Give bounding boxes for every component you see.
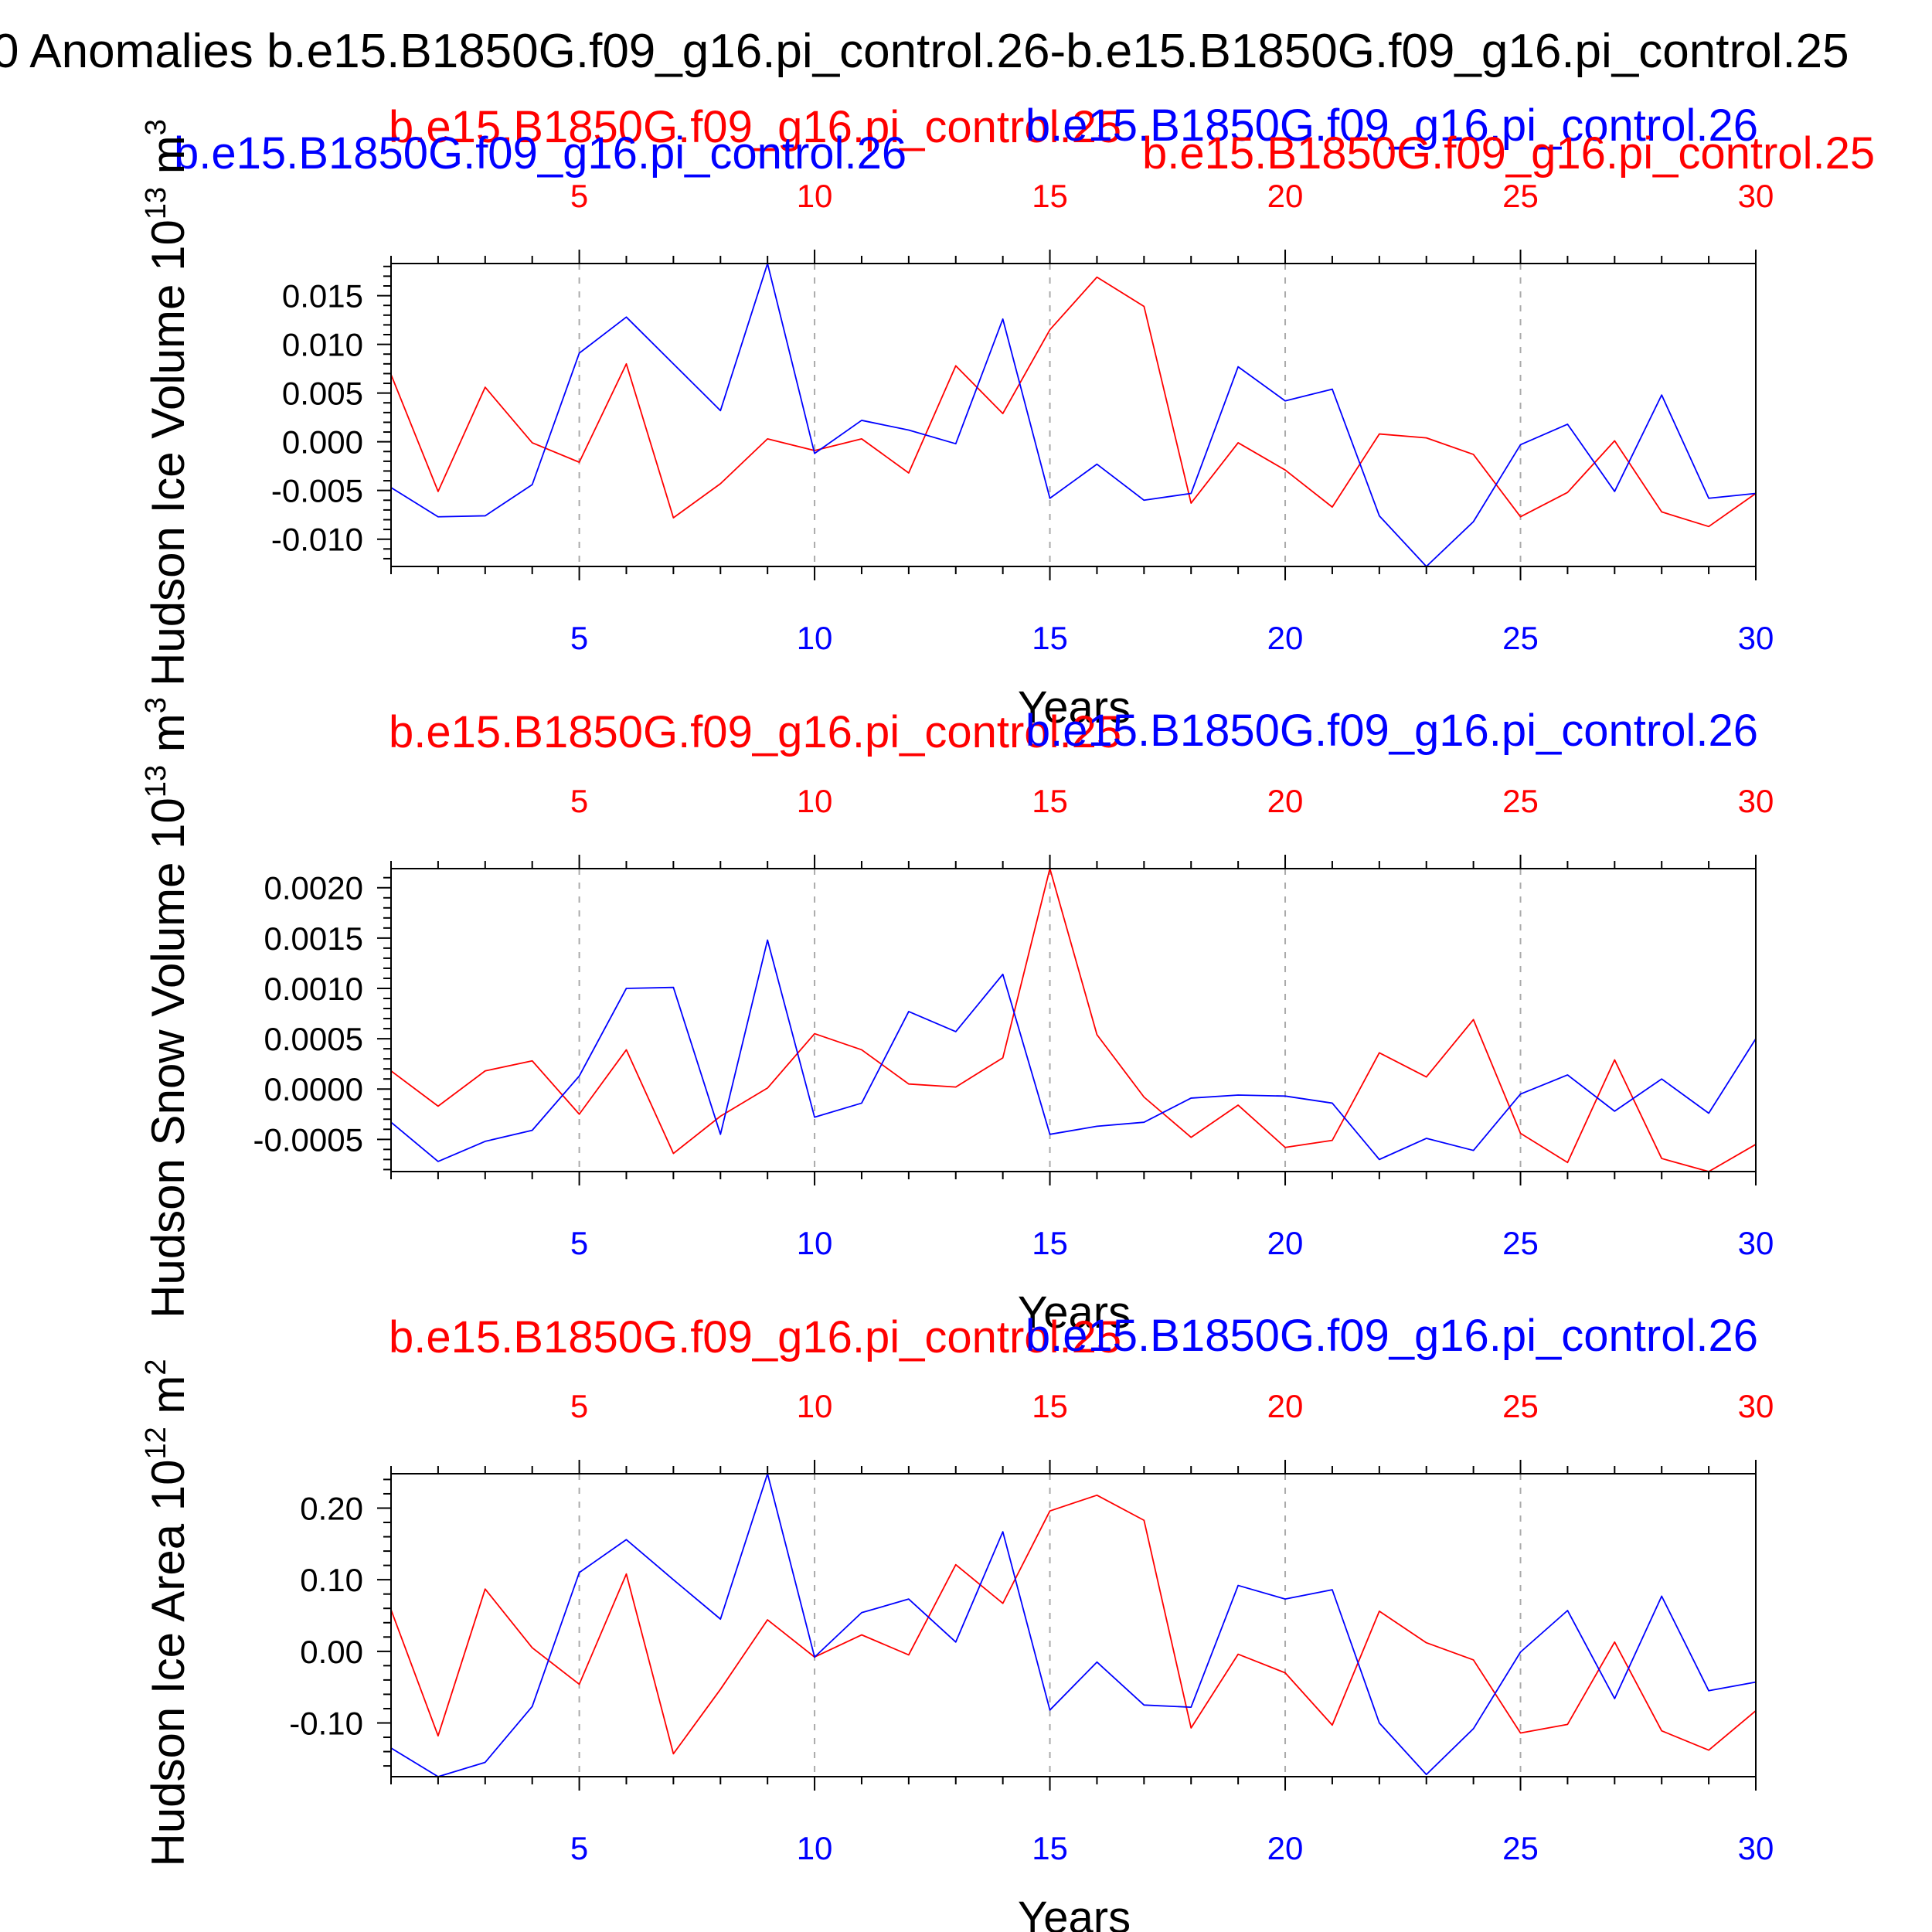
series-title-25: b.e15.B1850G.f09_g16.pi_control.25 bbox=[389, 707, 1121, 757]
y-axis-title: Hudson Snow Volume 1013 m3 bbox=[140, 697, 194, 1318]
y-tick-label: -0.10 bbox=[289, 1705, 363, 1741]
series-line bbox=[390, 868, 1757, 1172]
x-axis-title: Years bbox=[1018, 1893, 1131, 1932]
y-tick-label: 0.20 bbox=[300, 1490, 363, 1526]
y-tick-label: -0.005 bbox=[271, 473, 363, 509]
x-tick-label-bottom: 5 bbox=[570, 620, 588, 656]
x-tick-label-top: 25 bbox=[1502, 1388, 1539, 1424]
series-title-25: b.e15.B1850G.f09_g16.pi_control.25 bbox=[389, 102, 1121, 152]
series-line bbox=[390, 276, 1757, 528]
y-tick-label: 0.0000 bbox=[264, 1071, 363, 1107]
panel-middle: -0.0005 0.0000 0.0005 0.0010 0.0015 0.0020 5 5 1… bbox=[140, 697, 1774, 1338]
x-tick-label-top: 15 bbox=[1032, 1388, 1068, 1424]
x-tick-label-top: 15 bbox=[1032, 178, 1068, 214]
x-tick-label-top: 5 bbox=[570, 783, 588, 819]
x-tick-label-bottom: 10 bbox=[797, 1225, 833, 1261]
x-tick-label-top: 20 bbox=[1267, 783, 1304, 819]
panel-bottom: -0.10 0.00 0.10 0.20 5 5 10 10 15 15 20 20 25 25 30 30 Y… bbox=[140, 1311, 1774, 1932]
x-tick-label-bottom: 10 bbox=[797, 1830, 833, 1866]
x-tick-label-top: 20 bbox=[1267, 178, 1304, 214]
y-tick-label: 0.10 bbox=[300, 1562, 363, 1598]
y-tick-label: 0.005 bbox=[282, 376, 363, 412]
x-tick-label-top: 20 bbox=[1267, 1388, 1304, 1424]
x-tick-label-top: 10 bbox=[797, 783, 833, 819]
x-tick-label-bottom: 30 bbox=[1738, 620, 1774, 656]
y-tick-label: 0.010 bbox=[282, 327, 363, 363]
y-axis-title: Hudson Ice Area 1012 m2 bbox=[140, 1359, 194, 1866]
x-tick-label-bottom: 15 bbox=[1032, 1225, 1068, 1261]
x-tick-label-bottom: 15 bbox=[1032, 1830, 1068, 1866]
x-axis-title: Years bbox=[1018, 1287, 1131, 1338]
x-tick-label-top: 30 bbox=[1738, 1388, 1774, 1424]
series-title-26: b.e15.B1850G.f09_g16.pi_control.26 bbox=[1026, 1311, 1758, 1361]
series-title-26: b.e15.B1850G.f09_g16.pi_control.26 bbox=[1026, 100, 1758, 151]
x-axis-title: Years bbox=[1018, 682, 1131, 733]
x-tick-label-bottom: 25 bbox=[1502, 620, 1539, 656]
x-tick-label-top: 10 bbox=[797, 178, 833, 214]
y-tick-label: 0.015 bbox=[282, 278, 363, 315]
x-tick-label-bottom: 20 bbox=[1267, 1225, 1304, 1261]
x-tick-label-top: 5 bbox=[570, 1388, 588, 1424]
x-tick-label-top: 25 bbox=[1502, 178, 1539, 214]
x-tick-label-top: 30 bbox=[1738, 178, 1774, 214]
panels-group: -0.010-0.0050.0000.0050.0100.01555101015… bbox=[140, 100, 1875, 1932]
x-tick-label-top: 5 bbox=[570, 178, 588, 214]
y-tick-label: -0.0005 bbox=[253, 1121, 363, 1158]
y-tick-label: 0.0005 bbox=[264, 1021, 363, 1057]
x-tick-label-bottom: 5 bbox=[570, 1225, 588, 1261]
x-tick-label-bottom: 15 bbox=[1032, 620, 1068, 656]
series-line bbox=[390, 1473, 1757, 1777]
series-title-26-extra: b.e15.B1850G.f09_g16.pi_control.26 bbox=[174, 128, 906, 179]
series-line bbox=[390, 939, 1757, 1162]
y-tick-label: 0.00 bbox=[300, 1634, 363, 1670]
y-tick-label: 0.0010 bbox=[264, 971, 363, 1007]
panel-top: -0.010 -0.005 0.000 0.005 0.010 0.015 5 5 10 10 15… bbox=[140, 100, 1875, 733]
y-tick-label: 0.0015 bbox=[264, 920, 363, 957]
x-tick-label-bottom: 5 bbox=[570, 1830, 588, 1866]
y-tick-label: 0.000 bbox=[282, 424, 363, 461]
page-title: 0 Anomalies b.e15.B1850G.f09_g16.pi_cont… bbox=[0, 25, 1849, 78]
plot-frame bbox=[390, 868, 1757, 1172]
plot-frame bbox=[390, 1473, 1757, 1777]
series-title-25: b.e15.B1850G.f09_g16.pi_control.25 bbox=[389, 1312, 1121, 1362]
x-tick-label-bottom: 25 bbox=[1502, 1830, 1539, 1866]
series-line bbox=[390, 263, 1757, 567]
y-tick-label: 0.0020 bbox=[264, 870, 363, 906]
x-tick-label-bottom: 30 bbox=[1738, 1225, 1774, 1261]
x-tick-label-top: 25 bbox=[1502, 783, 1539, 819]
plot-frame bbox=[390, 263, 1757, 567]
x-tick-label-bottom: 10 bbox=[797, 620, 833, 656]
series-title-26: b.e15.B1850G.f09_g16.pi_control.26 bbox=[1026, 706, 1758, 756]
series-title-25-extra: b.e15.B1850G.f09_g16.pi_control.25 bbox=[1142, 128, 1875, 179]
x-tick-label-top: 10 bbox=[797, 1388, 833, 1424]
y-axis-title: Hudson Ice Volume 1013 m3 bbox=[140, 119, 194, 686]
x-tick-label-bottom: 25 bbox=[1502, 1225, 1539, 1261]
x-tick-label-top: 15 bbox=[1032, 783, 1068, 819]
y-tick-label: -0.010 bbox=[271, 522, 363, 558]
x-tick-label-bottom: 20 bbox=[1267, 620, 1304, 656]
x-tick-label-top: 30 bbox=[1738, 783, 1774, 819]
x-tick-label-bottom: 30 bbox=[1738, 1830, 1774, 1866]
series-line bbox=[390, 1494, 1757, 1755]
x-tick-label-bottom: 20 bbox=[1267, 1830, 1304, 1866]
